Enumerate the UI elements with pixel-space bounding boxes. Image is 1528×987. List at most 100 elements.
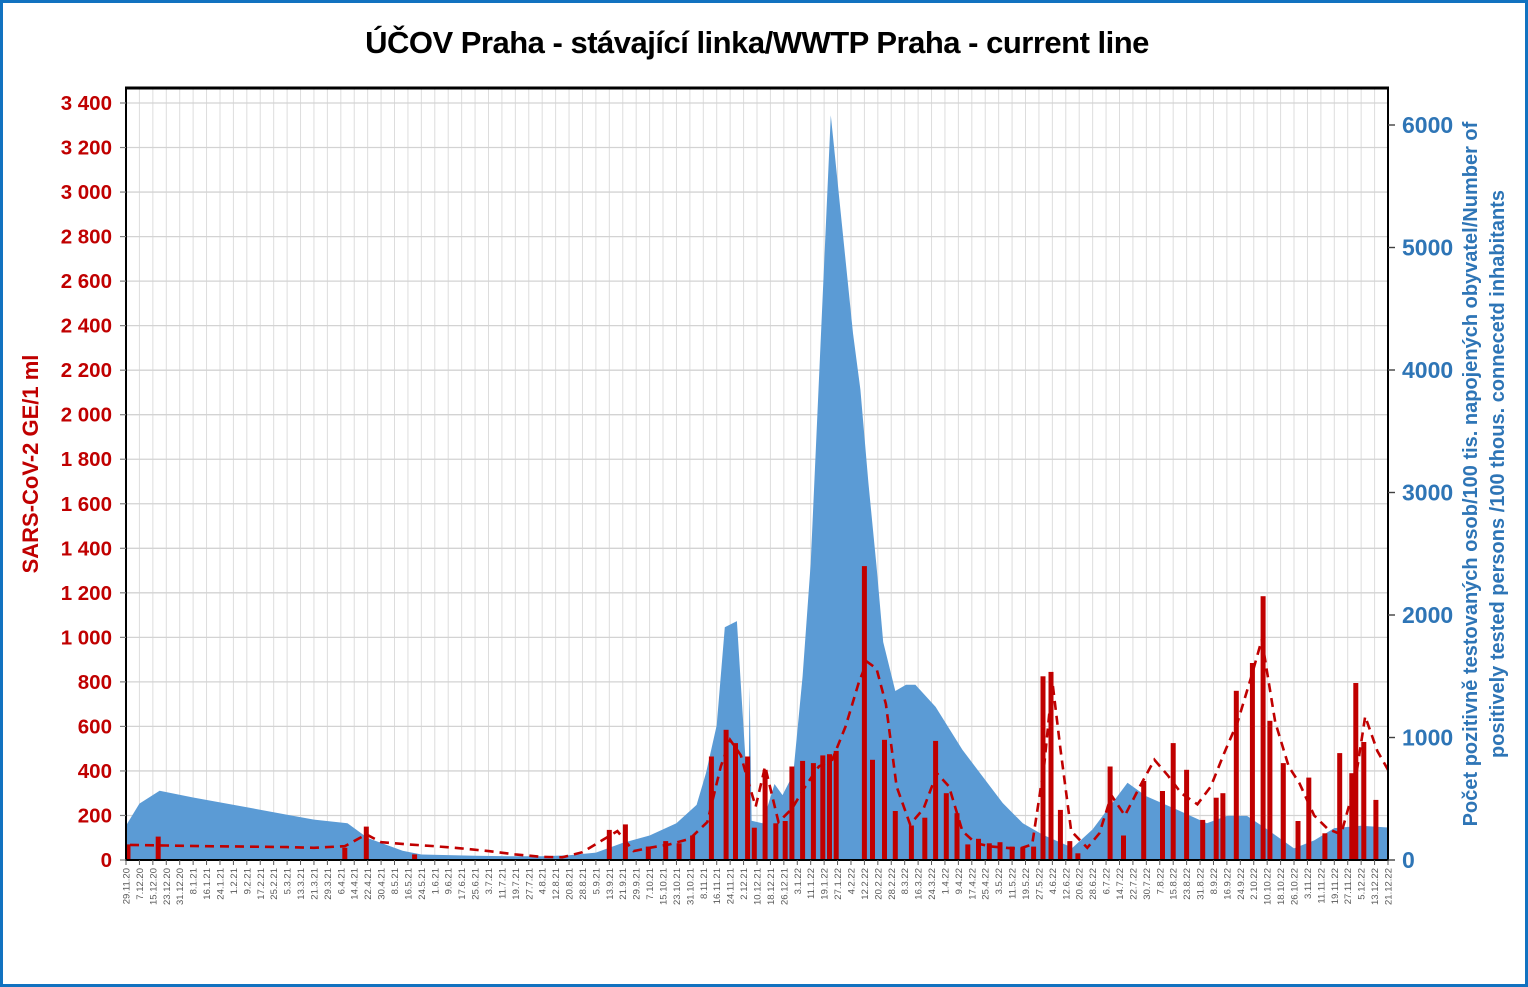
bar-sars-cov2-ge <box>1075 853 1081 860</box>
bar-sars-cov2-ge <box>882 739 887 860</box>
x-tick-label: 16.3.22 <box>914 868 925 900</box>
bar-sars-cov2-ge <box>1170 743 1176 860</box>
bar-sars-cov2-ge <box>733 743 738 860</box>
bar-sars-cov2-ge <box>1295 821 1301 860</box>
bar-sars-cov2-ge <box>954 813 960 860</box>
y-left-tick-label: 1 400 <box>61 537 112 560</box>
x-tick-label: 17.2.21 <box>256 868 267 900</box>
bar-sars-cov2-ge <box>773 823 779 860</box>
x-tick-label: 23.8.22 <box>1182 868 1193 900</box>
bar-sars-cov2-ge <box>1267 720 1273 860</box>
x-tick-label: 3.5.22 <box>994 868 1005 894</box>
x-tick-label: 28.8.21 <box>578 868 589 900</box>
x-tick-label: 27.1.22 <box>833 868 844 900</box>
x-tick-label: 19.11.22 <box>1330 868 1341 904</box>
x-tick-label: 22.7.22 <box>1128 868 1139 900</box>
y-left-tick-label: 1 200 <box>61 582 112 605</box>
x-tick-label: 27.5.22 <box>1034 868 1045 900</box>
x-tick-label: 2.12.21 <box>739 868 750 900</box>
y-right-tick-label: 6000 <box>1402 112 1453 138</box>
bar-sars-cov2-ge <box>663 841 669 860</box>
x-tick-label: 31.12.20 <box>175 868 186 905</box>
bar-sars-cov2-ge <box>861 566 867 860</box>
x-tick-label: 10.12.21 <box>753 868 764 905</box>
y-left-tick-label: 3 400 <box>61 92 112 115</box>
bar-sars-cov2-ge <box>1141 781 1147 860</box>
y-left-tick-label: 2 600 <box>61 270 112 293</box>
x-tick-label: 31.10.21 <box>685 868 696 905</box>
x-tick-label: 16.5.21 <box>403 868 414 900</box>
x-tick-label: 8.1.21 <box>189 868 200 894</box>
x-tick-label: 21.12.22 <box>1384 868 1395 905</box>
x-tick-label: 25.4.22 <box>981 868 992 900</box>
bar-sars-cov2-ge <box>723 729 729 860</box>
x-tick-label: 17.4.22 <box>967 868 978 900</box>
x-tick-label: 1.4.22 <box>940 868 951 894</box>
bar-sars-cov2-ge <box>125 844 131 860</box>
x-tick-label: 14.4.21 <box>350 868 361 900</box>
bar-sars-cov2-ge <box>1260 596 1266 860</box>
x-tick-label: 3.11.22 <box>1303 868 1314 899</box>
bar-sars-cov2-ge <box>1040 676 1046 860</box>
bar-sars-cov2-ge <box>833 750 839 860</box>
x-tick-label: 3.1.22 <box>793 868 804 894</box>
bar-sars-cov2-ge <box>342 847 348 860</box>
chart-title: ÚČOV Praha - stávající linka/WWTP Praha … <box>365 25 1149 60</box>
y-left-tick-label: 2 800 <box>61 226 112 249</box>
x-tick-label: 24.9.22 <box>1236 868 1247 900</box>
x-tick-label: 12.2.22 <box>860 868 871 900</box>
x-tick-label: 16.9.22 <box>1222 868 1233 900</box>
y-left-tick-label: 2 400 <box>61 315 112 338</box>
y-left-tick-label: 200 <box>78 804 112 827</box>
x-tick-label: 6.7.22 <box>1102 868 1113 894</box>
x-tick-label: 20.2.22 <box>873 868 884 900</box>
bar-sars-cov2-ge <box>1009 846 1015 860</box>
x-tick-label: 30.7.22 <box>1142 868 1153 900</box>
bar-sars-cov2-ge <box>810 763 816 860</box>
bar-sars-cov2-ge <box>943 793 949 860</box>
bar-sars-cov2-ge <box>645 846 651 860</box>
chart-canvas: 0 200 400 600 800 1 000 1 200 1 400 1 600 1 800 2 … <box>61 86 1453 905</box>
y-left-tick-label: 600 <box>78 715 112 738</box>
y-right-tick-label: 2000 <box>1402 602 1453 628</box>
bar-sars-cov2-ge <box>1067 841 1073 860</box>
bar-sars-cov2-ge <box>1213 797 1219 860</box>
y-left-tick-label: 1 000 <box>61 626 112 649</box>
x-tick-label: 12.6.22 <box>1061 868 1072 900</box>
x-tick-label: 26.10.22 <box>1290 868 1301 905</box>
x-tick-label: 24.5.21 <box>417 868 428 900</box>
x-tick-label: 3.7.21 <box>484 868 495 894</box>
bar-sars-cov2-ge <box>1184 769 1190 860</box>
x-tick-label: 8.3.22 <box>900 868 911 894</box>
x-tick-label: 4.6.22 <box>1048 868 1059 894</box>
bar-sars-cov2-ge <box>933 740 939 860</box>
bar-sars-cov2-ge <box>1373 799 1379 860</box>
x-tick-label: 21.3.21 <box>309 868 320 900</box>
bar-sars-cov2-ge <box>1200 819 1206 860</box>
bar-sars-cov2-ge <box>1220 793 1226 860</box>
bar-sars-cov2-ge <box>870 759 875 860</box>
x-tick-label: 23.10.21 <box>672 868 683 905</box>
x-tick-label: 5.12.22 <box>1357 868 1368 900</box>
bar-sars-cov2-ge <box>1107 766 1113 860</box>
bar-sars-cov2-ge <box>1280 763 1286 860</box>
x-tick-label: 15.12.20 <box>148 868 159 905</box>
bar-sars-cov2-ge <box>997 842 1003 860</box>
x-tick-label: 15.8.22 <box>1169 868 1180 900</box>
bar-sars-cov2-ge <box>976 838 981 860</box>
bar-sars-cov2-ge <box>363 826 369 860</box>
x-tick-label: 9.4.22 <box>954 868 965 894</box>
x-tick-label: 11.1.22 <box>806 868 817 899</box>
bar-sars-cov2-ge <box>1020 847 1026 860</box>
x-tick-label: 21.9.21 <box>618 868 629 900</box>
x-tick-label: 6.4.21 <box>336 868 347 894</box>
bar-sars-cov2-ge <box>1031 846 1037 860</box>
y-left-tick-label: 0 <box>101 849 112 872</box>
y-right-tick-label: 5000 <box>1402 235 1453 261</box>
x-tick-label: 4.8.21 <box>538 868 549 894</box>
bar-sars-cov2-ge <box>1057 809 1063 860</box>
x-tick-label: 11.7.21 <box>497 868 508 899</box>
bar-sars-cov2-ge <box>1121 835 1126 860</box>
x-tick-label: 8.9.22 <box>1209 868 1220 894</box>
x-tick-label: 23.12.20 <box>162 868 173 905</box>
